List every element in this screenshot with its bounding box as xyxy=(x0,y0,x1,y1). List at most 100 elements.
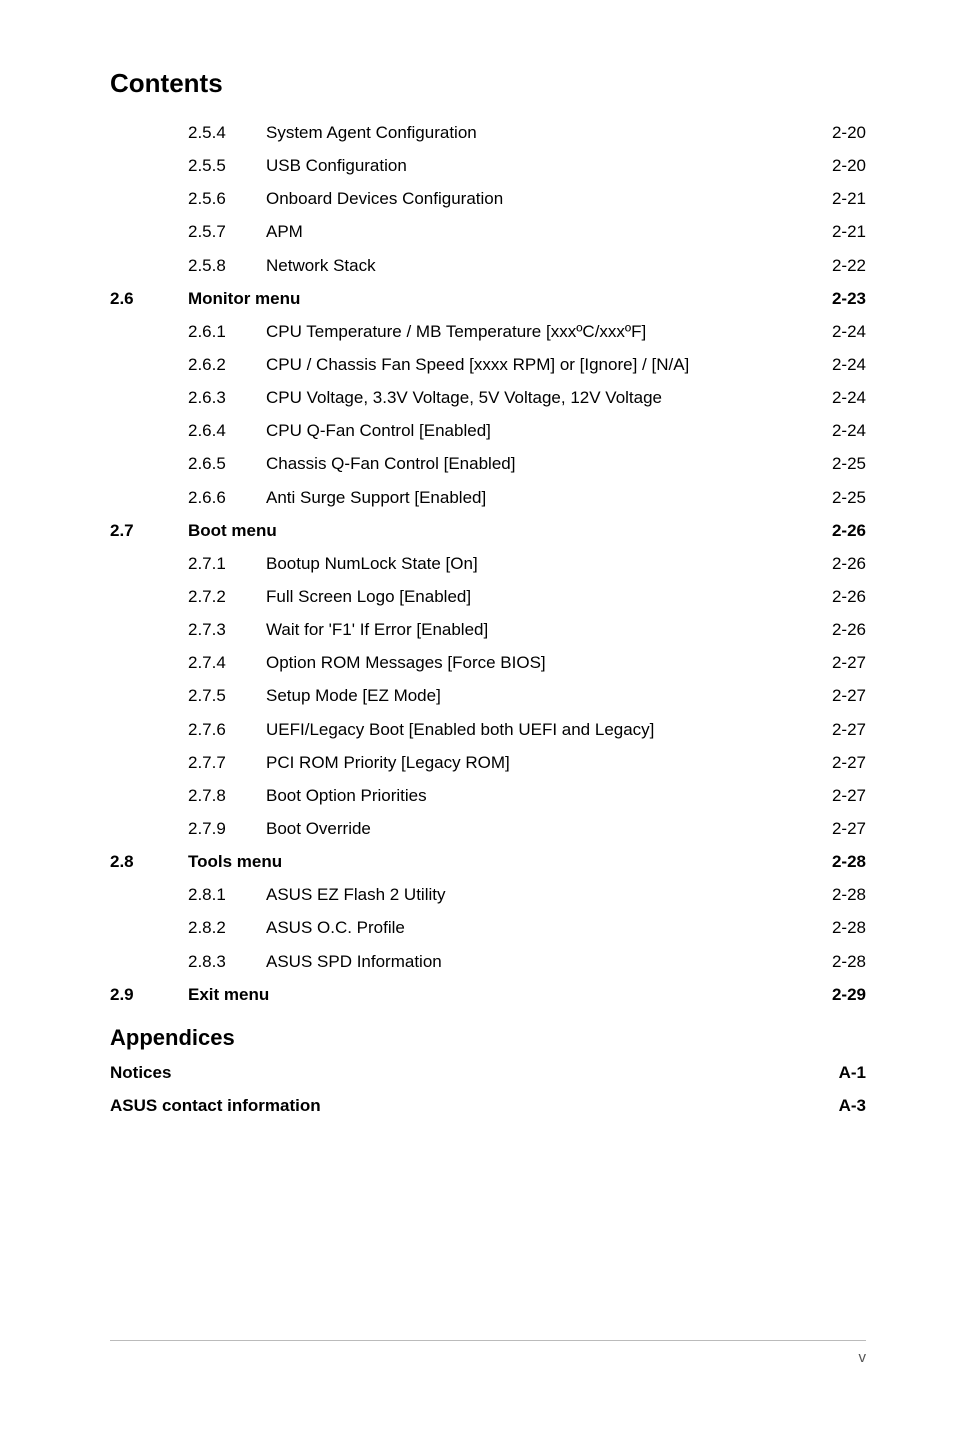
toc-row: 2.5.4System Agent Configuration 2-20 xyxy=(110,121,866,146)
toc-page: 2-27 xyxy=(828,784,866,809)
toc-page: 2-25 xyxy=(828,452,866,477)
toc-label: Onboard Devices Configuration xyxy=(266,187,503,212)
appendix-label: Notices xyxy=(110,1061,171,1086)
toc-subsection-number: 2.8.3 xyxy=(188,950,266,975)
appendix-row: ASUS contact information A-3 xyxy=(110,1094,866,1119)
toc-subsection-number: 2.8.2 xyxy=(188,916,266,941)
toc-label: ASUS O.C. Profile xyxy=(266,916,405,941)
toc-row: 2.6.6Anti Surge Support [Enabled] 2-25 xyxy=(110,486,866,511)
toc-subsection-number: 2.5.4 xyxy=(188,121,266,146)
appendix-row: Notices A-1 xyxy=(110,1061,866,1086)
toc-list: 2.5.4System Agent Configuration 2-20 2.5.5… xyxy=(110,121,866,1007)
toc-page: 2-28 xyxy=(828,850,866,875)
appendix-page: A-1 xyxy=(835,1061,866,1086)
toc-row: 2.6.4CPU Q-Fan Control [Enabled]2-24 xyxy=(110,419,866,444)
toc-label: APM xyxy=(266,220,303,245)
appendix-page: A-3 xyxy=(835,1094,866,1119)
toc-page: 2-20 xyxy=(828,121,866,146)
toc-subsection-number: 2.7.3 xyxy=(188,618,266,643)
toc-row: 2.7.5Setup Mode [EZ Mode] 2-27 xyxy=(110,684,866,709)
toc-section-number: 2.6 xyxy=(110,287,188,312)
toc-section-number: 2.8 xyxy=(110,850,188,875)
toc-page: 2-24 xyxy=(828,353,866,378)
appendix-label: ASUS contact information xyxy=(110,1094,321,1119)
toc-label: Bootup NumLock State [On] xyxy=(266,552,478,577)
toc-subsection-number: 2.7.7 xyxy=(188,751,266,776)
toc-row: 2.5.6Onboard Devices Configuration2-21 xyxy=(110,187,866,212)
document-page: Contents 2.5.4System Agent Configuration… xyxy=(0,0,954,1438)
toc-row: 2.7.7PCI ROM Priority [Legacy ROM]2-27 xyxy=(110,751,866,776)
toc-row: 2.8.3ASUS SPD Information 2-28 xyxy=(110,950,866,975)
toc-section-number: 2.7 xyxy=(110,519,188,544)
toc-row: 2.6.2CPU / Chassis Fan Speed [xxxx RPM] … xyxy=(110,353,866,378)
appendices-heading: Appendices xyxy=(110,1025,866,1051)
toc-label: ASUS SPD Information xyxy=(266,950,442,975)
toc-subsection-number: 2.6.4 xyxy=(188,419,266,444)
page-number: v xyxy=(859,1349,867,1366)
toc-page: 2-26 xyxy=(828,519,866,544)
toc-subsection-number: 2.5.8 xyxy=(188,254,266,279)
toc-label: Network Stack xyxy=(266,254,376,279)
toc-label: CPU Voltage, 3.3V Voltage, 5V Voltage, 1… xyxy=(266,386,662,411)
toc-label: Setup Mode [EZ Mode] xyxy=(266,684,441,709)
toc-subsection-number: 2.5.5 xyxy=(188,154,266,179)
toc-label: Boot Option Priorities xyxy=(266,784,427,809)
toc-row: 2.7.8Boot Option Priorities 2-27 xyxy=(110,784,866,809)
toc-row: 2.8.2ASUS O.C. Profile 2-28 xyxy=(110,916,866,941)
toc-row: 2.7Boot menu 2-26 xyxy=(110,519,866,544)
toc-label: Boot menu xyxy=(188,519,277,544)
toc-label: ASUS EZ Flash 2 Utility xyxy=(266,883,446,908)
toc-subsection-number: 2.6.5 xyxy=(188,452,266,477)
toc-page: 2-20 xyxy=(828,154,866,179)
toc-row: 2.5.8Network Stack 2-22 xyxy=(110,254,866,279)
toc-page: 2-28 xyxy=(828,916,866,941)
toc-page: 2-23 xyxy=(828,287,866,312)
toc-subsection-number: 2.7.4 xyxy=(188,651,266,676)
toc-page: 2-24 xyxy=(828,386,866,411)
toc-row: 2.8.1ASUS EZ Flash 2 Utility2-28 xyxy=(110,883,866,908)
toc-label: USB Configuration xyxy=(266,154,407,179)
toc-subsection-number: 2.7.5 xyxy=(188,684,266,709)
toc-label: Monitor menu xyxy=(188,287,300,312)
toc-label: Boot Override xyxy=(266,817,371,842)
toc-subsection-number: 2.7.8 xyxy=(188,784,266,809)
toc-subsection-number: 2.6.3 xyxy=(188,386,266,411)
toc-page: 2-22 xyxy=(828,254,866,279)
toc-page: 2-27 xyxy=(828,817,866,842)
toc-label: Exit menu xyxy=(188,983,269,1008)
toc-subsection-number: 2.6.1 xyxy=(188,320,266,345)
toc-label: CPU / Chassis Fan Speed [xxxx RPM] or [I… xyxy=(266,353,689,378)
toc-page: 2-26 xyxy=(828,618,866,643)
toc-label: Anti Surge Support [Enabled] xyxy=(266,486,486,511)
appendices-list: Notices A-1 ASUS contact information A-3 xyxy=(110,1061,866,1119)
toc-subsection-number: 2.6.6 xyxy=(188,486,266,511)
toc-section-number: 2.9 xyxy=(110,983,188,1008)
toc-row: 2.5.7APM2-21 xyxy=(110,220,866,245)
toc-row: 2.7.2Full Screen Logo [Enabled]2-26 xyxy=(110,585,866,610)
toc-row: 2.7.6UEFI/Legacy Boot [Enabled both UEFI… xyxy=(110,718,866,743)
toc-subsection-number: 2.7.9 xyxy=(188,817,266,842)
toc-label: Tools menu xyxy=(188,850,282,875)
toc-page: 2-27 xyxy=(828,651,866,676)
toc-label: CPU Temperature / MB Temperature [xxxºC/… xyxy=(266,320,646,345)
toc-row: 2.6.1CPU Temperature / MB Temperature [x… xyxy=(110,320,866,345)
toc-row: 2.6.5Chassis Q-Fan Control [Enabled] 2-25 xyxy=(110,452,866,477)
toc-page: 2-26 xyxy=(828,552,866,577)
toc-page: 2-28 xyxy=(828,950,866,975)
toc-subsection-number: 2.5.6 xyxy=(188,187,266,212)
toc-row: 2.9Exit menu2-29 xyxy=(110,983,866,1008)
toc-label: Chassis Q-Fan Control [Enabled] xyxy=(266,452,515,477)
toc-page: 2-25 xyxy=(828,486,866,511)
toc-row: 2.6.3CPU Voltage, 3.3V Voltage, 5V Volta… xyxy=(110,386,866,411)
toc-page: 2-26 xyxy=(828,585,866,610)
toc-row: 2.7.3Wait for 'F1' If Error [Enabled]2-2… xyxy=(110,618,866,643)
toc-page: 2-27 xyxy=(828,718,866,743)
toc-label: CPU Q-Fan Control [Enabled] xyxy=(266,419,491,444)
toc-page: 2-24 xyxy=(828,320,866,345)
page-footer: v xyxy=(110,1340,866,1366)
toc-label: UEFI/Legacy Boot [Enabled both UEFI and … xyxy=(266,718,654,743)
toc-row: 2.6Monitor menu 2-23 xyxy=(110,287,866,312)
toc-label: Full Screen Logo [Enabled] xyxy=(266,585,471,610)
toc-page: 2-27 xyxy=(828,684,866,709)
toc-label: System Agent Configuration xyxy=(266,121,477,146)
